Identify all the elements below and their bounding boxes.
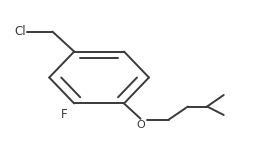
Text: Cl: Cl [14,25,26,38]
Text: F: F [61,108,68,121]
Text: O: O [136,120,145,130]
